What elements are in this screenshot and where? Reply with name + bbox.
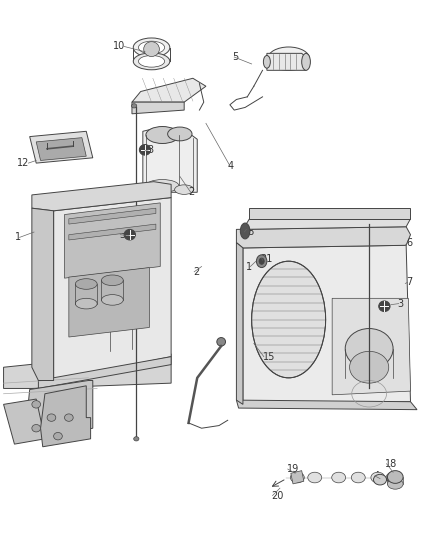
Ellipse shape [217,337,226,346]
Text: 6: 6 [406,238,412,248]
Polygon shape [132,78,206,102]
Ellipse shape [263,55,270,68]
Ellipse shape [133,53,170,70]
Polygon shape [30,131,93,163]
Ellipse shape [351,472,365,483]
Polygon shape [69,208,156,224]
Polygon shape [69,224,156,240]
Ellipse shape [308,472,322,483]
Ellipse shape [240,223,250,239]
Text: 2: 2 [188,187,195,197]
Ellipse shape [134,437,139,441]
Polygon shape [4,354,171,389]
Text: 15: 15 [262,352,275,361]
Polygon shape [53,198,171,381]
Ellipse shape [146,180,179,192]
Polygon shape [32,182,171,211]
Ellipse shape [138,41,165,54]
Polygon shape [237,243,243,405]
Polygon shape [25,381,93,439]
Polygon shape [243,219,410,229]
Text: 12: 12 [18,158,30,168]
Text: 10: 10 [113,42,125,52]
Polygon shape [32,208,53,381]
Polygon shape [64,203,160,278]
Ellipse shape [53,432,62,440]
Ellipse shape [268,47,310,70]
Polygon shape [132,102,184,114]
Ellipse shape [102,275,123,286]
Ellipse shape [133,38,170,57]
Ellipse shape [131,104,137,108]
Text: 3: 3 [397,298,403,309]
Ellipse shape [379,301,390,312]
Ellipse shape [350,351,389,383]
Ellipse shape [75,279,97,289]
Polygon shape [250,208,410,219]
Text: 4: 4 [228,161,234,171]
Text: 5: 5 [232,52,238,62]
Ellipse shape [139,144,151,155]
Ellipse shape [374,474,387,485]
Text: 1: 1 [246,262,252,271]
Ellipse shape [386,472,400,483]
Ellipse shape [32,401,41,408]
Ellipse shape [64,414,73,421]
Ellipse shape [102,295,123,305]
Ellipse shape [259,258,264,264]
Text: 4: 4 [374,471,380,481]
Ellipse shape [256,255,267,268]
Text: 1: 1 [15,232,21,243]
Ellipse shape [290,472,304,483]
Ellipse shape [144,42,159,56]
Text: 21: 21 [260,254,273,263]
Text: 7: 7 [406,277,413,287]
Polygon shape [143,128,197,192]
Ellipse shape [75,298,97,309]
Ellipse shape [47,414,56,421]
Text: 18: 18 [243,227,255,237]
Ellipse shape [146,126,179,143]
Polygon shape [243,245,410,405]
Polygon shape [39,357,171,389]
Ellipse shape [168,127,192,141]
Text: 3: 3 [119,230,125,240]
Text: 18: 18 [385,459,398,469]
Polygon shape [4,399,45,444]
Text: 19: 19 [286,464,299,474]
Polygon shape [41,386,91,447]
Ellipse shape [332,472,346,483]
Ellipse shape [388,479,403,489]
Ellipse shape [345,328,393,369]
Ellipse shape [388,471,403,483]
Ellipse shape [124,229,135,240]
Ellipse shape [32,424,41,432]
Polygon shape [291,471,304,484]
Polygon shape [69,268,149,337]
Ellipse shape [138,55,165,67]
Ellipse shape [371,472,385,483]
Text: 2: 2 [193,267,199,277]
Polygon shape [237,227,410,248]
Ellipse shape [302,53,311,70]
Polygon shape [237,400,417,410]
Ellipse shape [175,185,194,195]
Ellipse shape [252,261,325,378]
Polygon shape [332,298,410,395]
Text: 3: 3 [147,145,153,155]
Text: 20: 20 [271,490,283,500]
Polygon shape [267,53,306,70]
Polygon shape [36,138,86,160]
